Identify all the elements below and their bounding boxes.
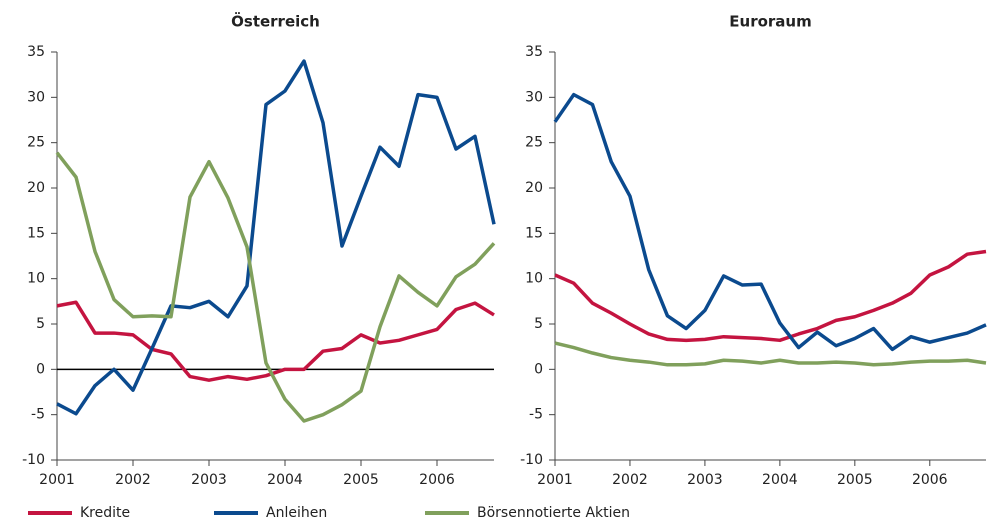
x-tick-label: 2003	[687, 472, 723, 488]
y-tick-label: -5	[529, 407, 543, 423]
y-tick-label: 5	[36, 316, 45, 332]
legend-label: Börsennotierte Aktien	[477, 505, 630, 521]
y-tick-label: -10	[22, 452, 45, 468]
x-tick-label: 2002	[612, 472, 648, 488]
y-tick-label: 20	[27, 180, 45, 196]
y-tick-label: 0	[534, 361, 543, 377]
x-tick-label: 2001	[537, 472, 573, 488]
y-tick-label: -10	[520, 452, 543, 468]
x-tick-label: 2006	[419, 472, 455, 488]
x-tick-label: 2003	[191, 472, 227, 488]
y-tick-label: 20	[525, 180, 543, 196]
series-line	[56, 59, 496, 416]
y-tick-label: 10	[27, 271, 45, 287]
y-tick-label: 25	[525, 135, 543, 151]
y-tick-label: -5	[31, 407, 45, 423]
y-tick-label: 25	[27, 135, 45, 151]
x-tick-label: 2006	[912, 472, 948, 488]
y-tick-label: 0	[36, 361, 45, 377]
y-tick-label: 35	[27, 44, 45, 60]
x-tick-label: 2002	[115, 472, 151, 488]
x-tick-label: 2005	[837, 472, 873, 488]
y-tick-label: 15	[27, 225, 45, 241]
legend-label: Kredite	[80, 505, 130, 521]
y-tick-label: 35	[525, 44, 543, 60]
x-tick-label: 2001	[39, 472, 75, 488]
y-tick-label: 30	[27, 89, 45, 105]
series-line	[554, 341, 987, 367]
x-tick-label: 2005	[343, 472, 379, 488]
legend-label: Anleihen	[266, 505, 327, 521]
chart-title: Österreich	[231, 12, 320, 31]
y-tick-label: 10	[525, 271, 543, 287]
y-tick-label: 15	[525, 225, 543, 241]
chart-title: Euroraum	[729, 13, 811, 31]
x-tick-label: 2004	[267, 472, 303, 488]
y-tick-label: 5	[534, 316, 543, 332]
series-line	[55, 151, 496, 423]
series-line	[554, 249, 987, 343]
series-line	[56, 300, 495, 382]
x-tick-label: 2004	[762, 472, 798, 488]
series-line	[553, 92, 987, 352]
y-tick-label: 30	[525, 89, 543, 105]
